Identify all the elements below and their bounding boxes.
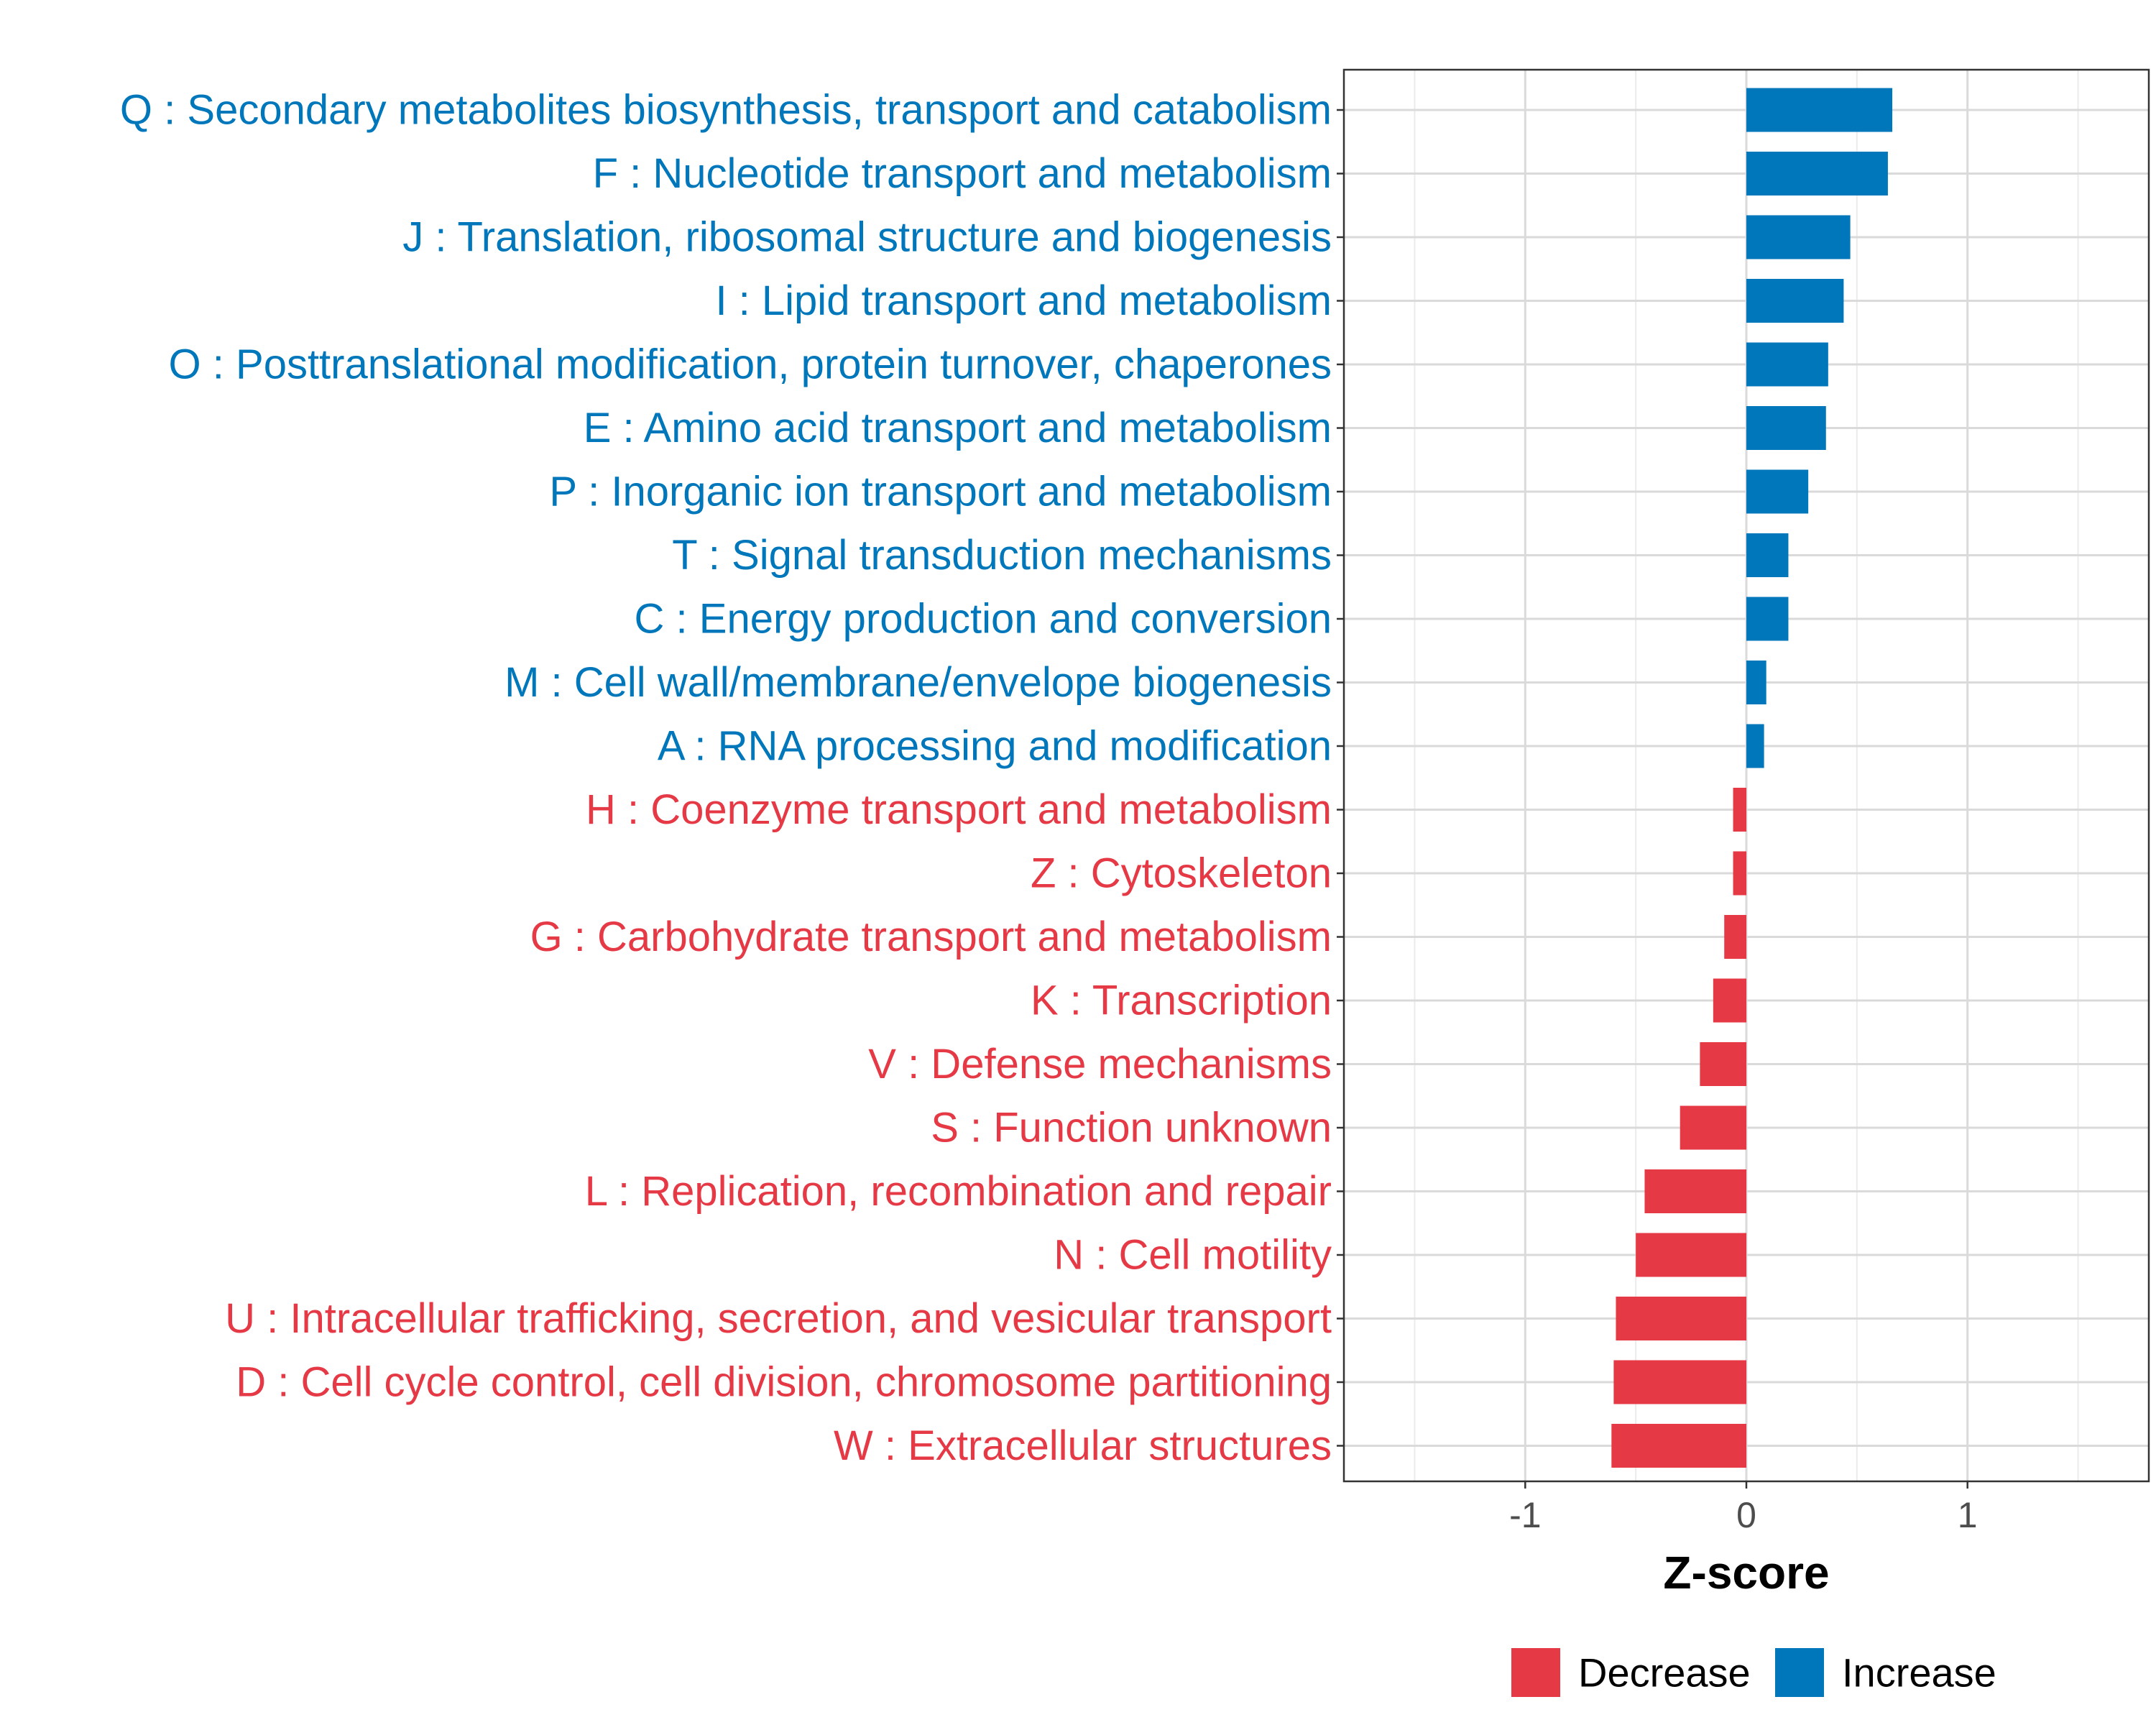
bar [1733, 851, 1746, 896]
bar [1746, 724, 1764, 768]
bar [1746, 661, 1766, 704]
bar [1746, 469, 1809, 514]
legend-label-increase: Increase [1842, 1650, 1996, 1696]
category-label: Z : Cytoskeleton [1031, 850, 1332, 897]
bar [1746, 88, 1893, 132]
category-label: C : Energy production and conversion [635, 596, 1332, 643]
bar [1713, 978, 1746, 1023]
bar [1644, 1169, 1746, 1213]
legend-key-increase [1775, 1648, 1824, 1697]
x-tick-label: 0 [1736, 1495, 1756, 1535]
category-label: A : RNA processing and modification [658, 723, 1332, 770]
category-label: F : Nucleotide transport and metabolism [593, 150, 1332, 197]
category-label: E : Amino acid transport and metabolism [584, 405, 1332, 451]
category-label: O : Posttranslational modification, prot… [169, 341, 1332, 388]
legend: Decrease Increase [1511, 1648, 1996, 1697]
bar [1636, 1233, 1746, 1277]
bar [1746, 597, 1789, 641]
category-label: I : Lipid transport and metabolism [715, 277, 1332, 324]
bar [1746, 279, 1844, 323]
category-label: N : Cell motility [1054, 1232, 1332, 1279]
legend-label-decrease: Decrease [1578, 1650, 1751, 1696]
category-label: S : Function unknown [931, 1105, 1332, 1151]
y-axis-ticks [1337, 109, 1344, 1447]
category-label: L : Replication, recombination and repai… [585, 1168, 1332, 1215]
bar [1611, 1424, 1746, 1468]
category-label: M : Cell wall/membrane/envelope biogenes… [505, 659, 1332, 706]
bar [1733, 788, 1746, 832]
bar [1680, 1105, 1746, 1150]
category-labels: Q : Secondary metabolites biosynthesis, … [120, 87, 1332, 1470]
bar [1724, 915, 1746, 959]
x-axis-title: Z-score [1663, 1547, 1829, 1598]
category-label: D : Cell cycle control, cell division, c… [236, 1359, 1332, 1406]
bar [1700, 1042, 1746, 1086]
category-label: G : Carbohydrate transport and metabolis… [530, 914, 1332, 960]
bar [1746, 342, 1828, 387]
bar [1746, 406, 1826, 450]
bars [1611, 88, 1893, 1468]
bar [1616, 1297, 1746, 1340]
category-label: U : Intracellular trafficking, secretion… [225, 1295, 1332, 1342]
bar [1746, 152, 1888, 196]
bar [1746, 533, 1789, 577]
category-label: K : Transcription [1031, 978, 1332, 1024]
x-tick-label: -1 [1509, 1495, 1541, 1535]
legend-key-decrease [1511, 1648, 1560, 1697]
x-tick-label: 1 [1958, 1495, 1978, 1535]
x-axis-ticks: -1 0 1 [1509, 1481, 1978, 1535]
category-label: P : Inorganic ion transport and metaboli… [549, 469, 1332, 515]
category-label: Q : Secondary metabolites biosynthesis, … [120, 87, 1332, 134]
category-label: J : Translation, ribosomal structure and… [402, 214, 1332, 261]
bar [1613, 1360, 1746, 1404]
category-label: T : Signal transduction mechanisms [672, 532, 1332, 579]
bar [1746, 215, 1851, 259]
category-label: V : Defense mechanisms [868, 1041, 1332, 1087]
category-label: H : Coenzyme transport and metabolism [586, 786, 1332, 833]
category-label: W : Extracellular structures [834, 1422, 1332, 1469]
